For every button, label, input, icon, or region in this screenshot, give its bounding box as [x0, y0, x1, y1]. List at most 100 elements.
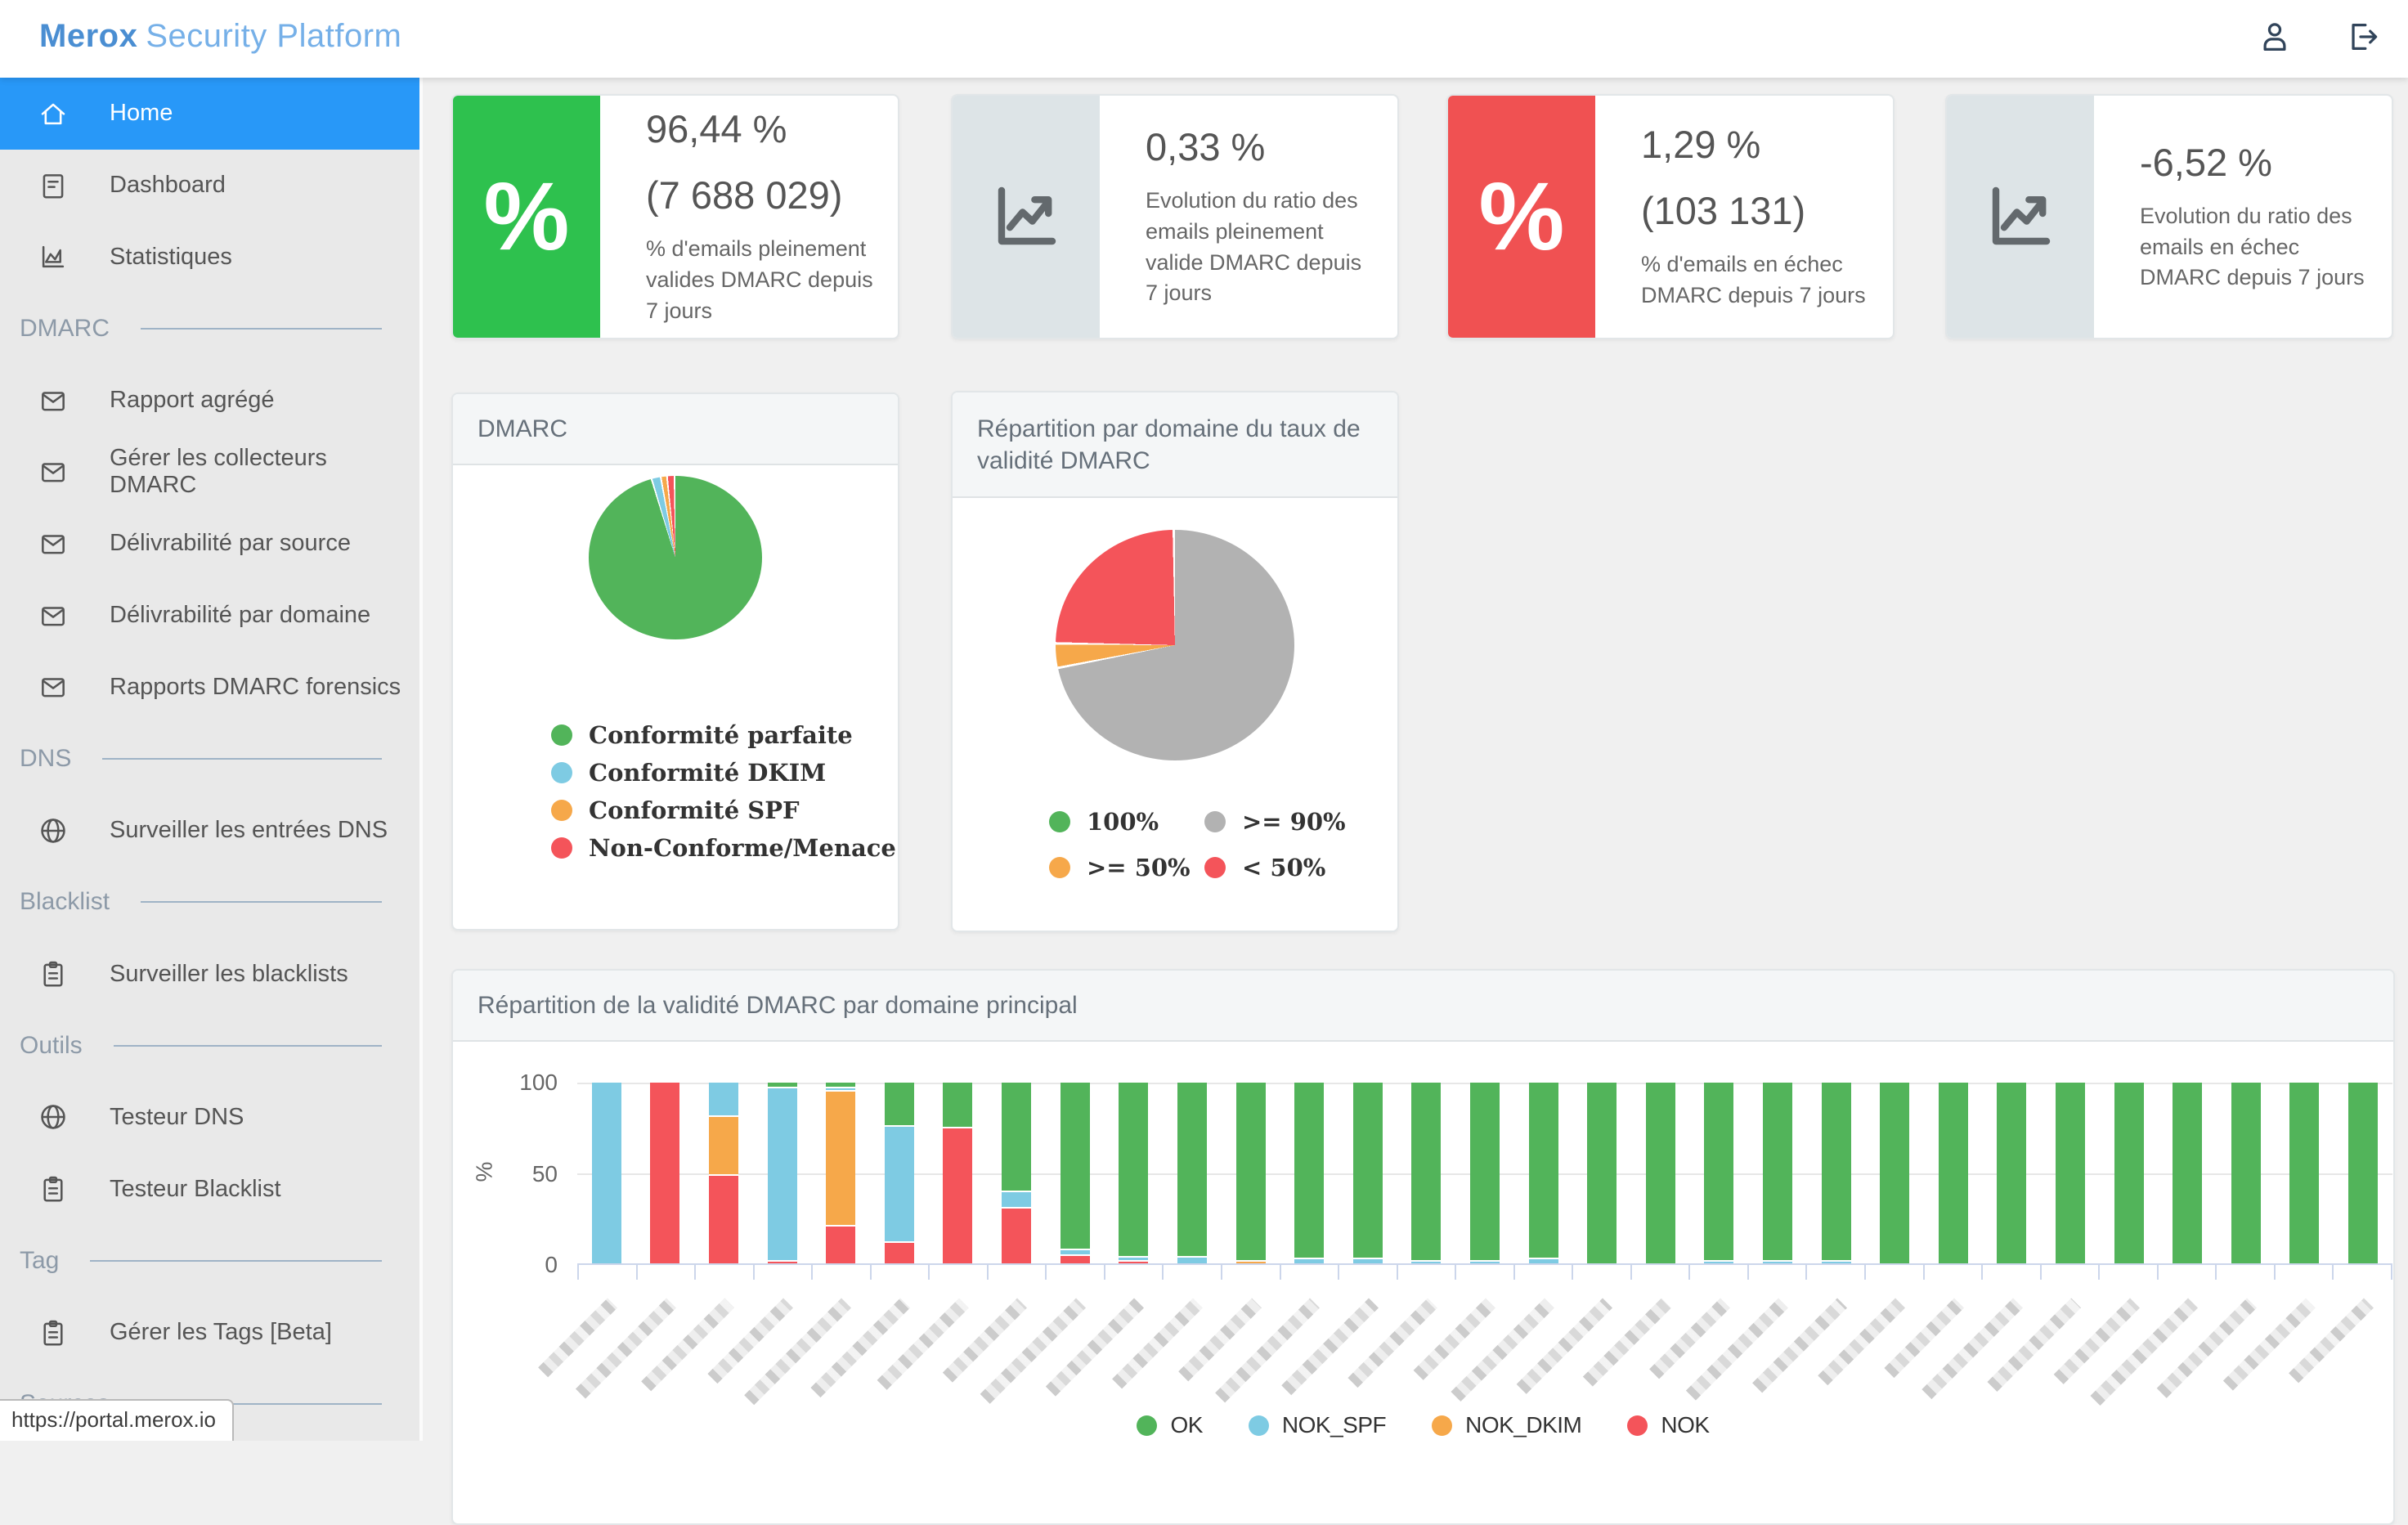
legend-dot [551, 762, 572, 783]
validity-pie-chart[interactable] [1056, 530, 1294, 760]
x-tick [579, 1265, 638, 1280]
bar-legend-item[interactable]: NOK_DKIM [1432, 1412, 1582, 1438]
legend-label: Conformité DKIM [589, 759, 827, 787]
legend-label: < 50% [1242, 854, 1326, 881]
bar-legend-item[interactable]: OK [1137, 1412, 1203, 1438]
bar-legend-item[interactable]: NOK_SPF [1248, 1412, 1387, 1438]
x-tick [1632, 1265, 1691, 1280]
bar-card-title: Répartition de la validité DMARC par dom… [453, 971, 2393, 1042]
bar-legend-item[interactable]: NOK [1627, 1412, 1710, 1438]
legend-item[interactable]: 100% [1049, 808, 1204, 836]
bar-segment-ok [1235, 1083, 1266, 1262]
bar-segment-ok [1762, 1083, 1792, 1262]
legend-item[interactable]: >= 90% [1204, 808, 1346, 836]
x-tick [1925, 1265, 1984, 1280]
legend-item[interactable]: >= 50% [1049, 854, 1204, 881]
bar-segment-nok_spf [826, 1088, 856, 1092]
sidebar-item-label: Testeur DNS [110, 1103, 244, 1130]
main-content: % 96,44 % (7 688 029) % d'emails pleinement… [423, 78, 2408, 1525]
sidebar-item-testeur-blacklist[interactable]: Testeur Blacklist [0, 1153, 419, 1225]
stacked-bar[interactable] [591, 1083, 621, 1265]
sidebar-item-rapports-dmarc-forensics[interactable]: Rapports DMARC forensics [0, 652, 419, 724]
legend-label: Non-Conforme/Menace [589, 834, 896, 862]
sidebar-item-label: Gérer les collecteurs DMARC [110, 445, 327, 499]
dmarc-pie-chart[interactable] [589, 476, 762, 639]
sidebar-item-label: Rapport agrégé [110, 387, 275, 414]
stacked-bar[interactable] [1177, 1083, 1207, 1265]
percent-icon: % [1478, 163, 1565, 271]
bar-segment-ok [2056, 1083, 2086, 1265]
stacked-bar[interactable] [1645, 1083, 1675, 1265]
bar-segment-ok [884, 1083, 914, 1127]
stat-description: % d'emails pleinement valides DMARC depu… [646, 236, 873, 323]
sidebar-item-surveiller-les-entr-es-dns[interactable]: Surveiller les entrées DNS [0, 795, 419, 867]
sidebar-item-dashboard[interactable]: Dashboard [0, 150, 419, 222]
stacked-bar[interactable] [1938, 1083, 1968, 1265]
stacked-bar[interactable] [1587, 1083, 1617, 1265]
stacked-bar[interactable] [1880, 1083, 1910, 1265]
stacked-bar[interactable] [1821, 1083, 1851, 1265]
stat-value: -6,52 % [2140, 140, 2272, 184]
bar-slot [1631, 1083, 1690, 1265]
sidebar-item-label: Rapports DMARC forensics [110, 673, 401, 700]
user-icon[interactable] [2256, 18, 2294, 60]
sidebar-section-dmarc: DMARC [0, 293, 419, 365]
stacked-bar[interactable] [650, 1083, 680, 1265]
stacked-bar[interactable] [1294, 1083, 1325, 1265]
legend-item[interactable]: Non-Conforme/Menace [551, 834, 896, 862]
x-tick [1164, 1265, 1223, 1280]
sidebar-item-statistiques[interactable]: Statistiques [0, 221, 419, 293]
sidebar-item-d-livrabilit-par-domaine[interactable]: Délivrabilité par domaine [0, 580, 419, 652]
bar-segment-nok [767, 1261, 797, 1265]
stacked-bar[interactable] [1762, 1083, 1792, 1265]
bar-segment-nok_spf [1411, 1261, 1442, 1265]
sidebar-item-d-livrabilit-par-source[interactable]: Délivrabilité par source [0, 508, 419, 580]
stacked-bar[interactable] [2056, 1083, 2086, 1265]
sidebar-item-g-rer-les-tags-beta-[interactable]: Gérer les Tags [Beta] [0, 1297, 419, 1369]
stacked-bar[interactable] [884, 1083, 914, 1265]
legend-label: OK [1170, 1412, 1203, 1438]
sidebar-item-home[interactable]: Home [0, 78, 419, 150]
stacked-bar[interactable] [943, 1083, 973, 1265]
stacked-bar[interactable] [1411, 1083, 1442, 1265]
bar-segment-ok [1587, 1083, 1617, 1265]
stacked-bar[interactable] [1469, 1083, 1500, 1265]
x-tick [813, 1265, 872, 1280]
stacked-bar[interactable] [1235, 1083, 1266, 1265]
stacked-bar[interactable] [1060, 1083, 1090, 1265]
stacked-bar[interactable] [2348, 1083, 2379, 1265]
bar-segment-ok [1060, 1083, 1090, 1251]
legend-item[interactable]: Conformité parfaite [551, 721, 896, 749]
sidebar-item-g-rer-les-collecteurs-dmarc[interactable]: Gérer les collecteurs DMARC [0, 436, 419, 508]
stat-card-icon-block: % [453, 96, 600, 338]
legend-item[interactable]: Conformité SPF [551, 796, 896, 824]
stacked-bar[interactable] [2231, 1083, 2261, 1265]
stacked-bar[interactable] [1704, 1083, 1734, 1265]
x-tick [696, 1265, 755, 1280]
logout-icon[interactable] [2343, 18, 2380, 60]
stacked-bar[interactable] [2114, 1083, 2144, 1265]
stat-card-3: -6,52 % Evolution du ratio des emails en … [1945, 94, 2393, 339]
stacked-bar[interactable] [1352, 1083, 1383, 1265]
sidebar-item-surveiller-les-blacklists[interactable]: Surveiller les blacklists [0, 938, 419, 1010]
globe-icon [38, 815, 69, 846]
stacked-bar[interactable] [826, 1083, 856, 1265]
stacked-bar[interactable] [1002, 1083, 1032, 1265]
bar-segment-ok [1411, 1083, 1442, 1262]
legend-item[interactable]: < 50% [1204, 854, 1346, 881]
stacked-bar[interactable] [1119, 1083, 1149, 1265]
sidebar-item-testeur-dns[interactable]: Testeur DNS [0, 1082, 419, 1154]
stacked-bar[interactable] [1528, 1083, 1558, 1265]
stacked-bar[interactable] [2173, 1083, 2203, 1265]
stacked-bar[interactable] [2289, 1083, 2320, 1265]
stacked-bar[interactable] [709, 1083, 739, 1265]
section-divider [141, 901, 382, 904]
stacked-bar[interactable] [1997, 1083, 2027, 1265]
legend-dot [1627, 1415, 1648, 1436]
bar-slot [1163, 1083, 1222, 1265]
stacked-bar[interactable] [767, 1083, 797, 1265]
legend-item[interactable]: Conformité DKIM [551, 759, 896, 787]
legend-label: Conformité parfaite [589, 721, 853, 749]
x-axis-ticks [577, 1263, 2392, 1280]
sidebar-item-rapport-agr-g-[interactable]: Rapport agrégé [0, 365, 419, 437]
